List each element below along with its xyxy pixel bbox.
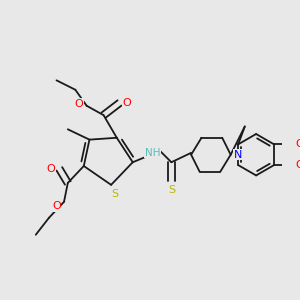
- Text: O: O: [52, 202, 61, 212]
- Text: S: S: [111, 189, 118, 199]
- Text: O: O: [46, 164, 55, 174]
- Text: O: O: [295, 160, 300, 170]
- Text: O: O: [295, 140, 300, 149]
- Text: S: S: [169, 184, 176, 194]
- Text: O: O: [75, 99, 83, 109]
- Text: NH: NH: [145, 148, 160, 158]
- Text: O: O: [123, 98, 131, 108]
- Text: N: N: [234, 150, 242, 160]
